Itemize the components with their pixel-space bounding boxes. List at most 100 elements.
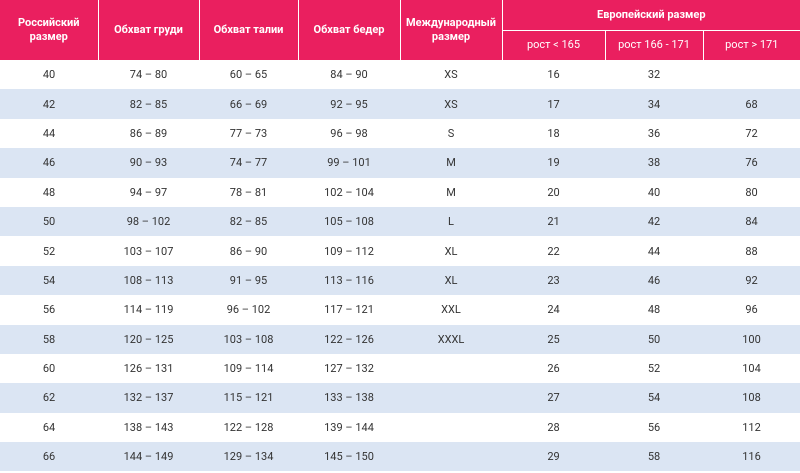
table-cell: 104	[742, 362, 761, 376]
table-cell: 129 – 134	[199, 442, 298, 472]
table-row: 58 120 – 125 103 – 108 122 – 126 XXXL 25 50 100	[0, 324, 800, 354]
table-row: 60 126 – 131 109 – 114 127 – 132 26 52 104	[0, 354, 800, 383]
table-cell: 127 – 132	[324, 362, 374, 376]
table-cell: 145 – 150	[298, 442, 400, 472]
table-cell: 58	[605, 442, 703, 472]
table-cell: 52	[647, 362, 661, 376]
table-cell: 18	[547, 126, 560, 140]
table-cell: 74 – 80	[129, 68, 168, 82]
table-cell: 144 – 149	[98, 442, 199, 472]
table-cell: 60 – 65	[229, 68, 268, 82]
table-cell: 82 – 85	[98, 89, 199, 119]
table-row: 46 90 – 93 74 – 77 99 – 101 M 19 38 76	[0, 148, 800, 178]
table-row: 52 103 – 107 86 – 90 109 – 112 XL 22 44 88	[0, 236, 800, 265]
table-header: Российский размер Обхват груди Обхват тали…	[0, 0, 800, 60]
table-cell: 96 – 102	[226, 303, 271, 317]
group-header: Европейский размер	[501, 0, 800, 30]
table-cell: 24	[547, 303, 560, 317]
table-cell: 109 – 112	[324, 244, 374, 258]
table-cell: 22	[547, 244, 560, 258]
table-cell: 21	[502, 206, 605, 237]
table-cell: 76	[703, 148, 800, 178]
table-cell: 126 – 131	[123, 362, 174, 376]
table-cell: 25	[502, 324, 605, 354]
table-cell: 72	[745, 126, 758, 140]
table-cell: XL	[400, 265, 502, 296]
table-row: 44 86 – 89 77 – 73 96 – 98 S 18 36 72	[0, 119, 800, 148]
table-cell: 46	[0, 148, 98, 178]
table-row: 66 144 – 149 129 – 134 145 – 150 29 58 116	[0, 442, 800, 472]
sub-column-header: рост < 165	[501, 29, 605, 60]
table-row: 56 114 – 119 96 – 102 117 – 121 XXL 24 48 96	[0, 295, 800, 324]
table-cell: 114 – 119	[123, 303, 174, 317]
table-cell: 100	[703, 324, 800, 354]
table-cell: 112	[742, 420, 761, 434]
table-row: 42 82 – 85 66 – 69 92 – 95 XS 17 34 68	[0, 89, 800, 119]
table-cell: 122 – 128	[223, 420, 274, 434]
table-row: 64 138 – 143 122 – 128 139 – 144 28 56 112	[0, 413, 800, 442]
table-cell: XXL	[441, 303, 461, 317]
table-cell: 139 – 144	[324, 420, 374, 434]
table-cell: 32	[647, 68, 661, 82]
table-cell: 42	[0, 89, 98, 119]
table-row: 48 94 – 97 78 – 81 102 – 104 M 20 40 80	[0, 178, 800, 207]
table-cell: 26	[547, 362, 560, 376]
table-cell: 66	[0, 442, 98, 472]
table-cell: 132 – 137	[98, 383, 199, 413]
table-cell	[703, 60, 800, 89]
table-cell: 46	[605, 265, 703, 296]
table-cell: L	[400, 206, 502, 237]
table-cell: 86 – 89	[129, 126, 168, 140]
table-cell: 133 – 138	[298, 383, 400, 413]
table-cell: 115 – 121	[199, 383, 298, 413]
table-cell: 16	[547, 68, 560, 82]
table-cell: 108	[703, 383, 800, 413]
column-header: Обхват груди	[97, 0, 199, 60]
table-cell: 77 – 73	[229, 126, 268, 140]
table-cell	[400, 383, 502, 413]
table-cell: 52	[42, 244, 56, 258]
table-cell: 96	[745, 303, 758, 317]
table-cell: 36	[647, 126, 661, 140]
table-cell: 20	[547, 185, 560, 199]
table-cell: 78 – 81	[229, 185, 268, 199]
table-cell: 122 – 126	[298, 324, 400, 354]
table-cell: 50	[605, 324, 703, 354]
table-cell	[400, 354, 502, 383]
table-cell: 58	[0, 324, 98, 354]
table-cell: 62	[0, 383, 98, 413]
column-header: Обхват талии	[198, 0, 298, 60]
table-body: 40 74 – 80 60 – 65 84 – 90 XS 16 32 42 82 – 85 66…	[0, 60, 800, 472]
header-row: Российский размер Обхват груди Обхват тали…	[0, 0, 800, 60]
table-cell: 66 – 69	[199, 89, 298, 119]
table-cell: 108 – 113	[98, 265, 199, 296]
table-cell	[400, 442, 502, 472]
table-row: 54 108 – 113 91 – 95 113 – 116 XL 23 46 92	[0, 265, 800, 296]
table-cell: 84 – 90	[330, 68, 368, 82]
table-cell: M	[400, 148, 502, 178]
header-row: рост < 165 рост 166 - 171 рост > 171	[0, 29, 800, 60]
table-cell	[400, 413, 502, 442]
table-cell: 54	[0, 265, 98, 296]
column-header: Российский размер	[0, 0, 98, 60]
table-cell: 96 – 98	[330, 126, 368, 140]
table-cell: 28	[547, 420, 560, 434]
table-cell: 48	[647, 303, 661, 317]
table-cell: 91 – 95	[199, 265, 298, 296]
table-cell: 116	[703, 442, 800, 472]
table-cell: 40	[42, 68, 56, 82]
table-cell: 48	[42, 185, 56, 199]
table-cell: 19	[502, 148, 605, 178]
table-cell: 109 – 114	[223, 362, 274, 376]
table-cell: XXXL	[400, 324, 502, 354]
table-row: 40 74 – 80 60 – 65 84 – 90 XS 16 32	[0, 60, 800, 89]
table-cell: 99 – 101	[298, 148, 400, 178]
table-cell: 120 – 125	[98, 324, 199, 354]
table-cell: 60	[42, 362, 56, 376]
table-cell: 17	[502, 89, 605, 119]
table-cell: 86 – 90	[229, 244, 268, 258]
table-cell: M	[446, 185, 456, 199]
column-header: Обхват бедер	[297, 0, 400, 60]
table-cell: XS	[400, 89, 502, 119]
